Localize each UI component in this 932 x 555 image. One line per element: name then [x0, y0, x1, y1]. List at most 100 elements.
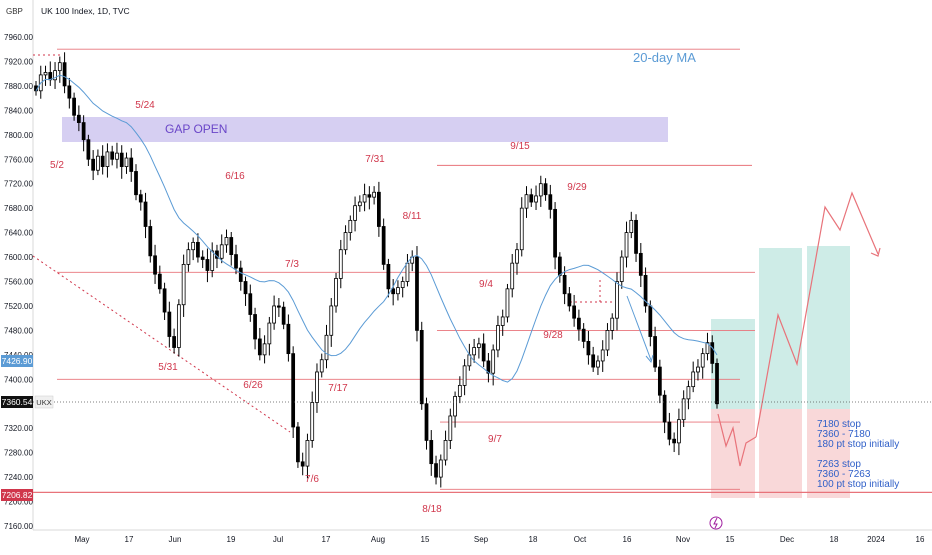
- candle-body[interactable]: [653, 336, 657, 368]
- candle-body[interactable]: [634, 219, 638, 254]
- candle-body[interactable]: [153, 255, 157, 275]
- candle-body[interactable]: [496, 325, 500, 351]
- candle-body[interactable]: [286, 323, 291, 355]
- candle-body[interactable]: [686, 386, 691, 400]
- candle-body[interactable]: [396, 287, 400, 295]
- candle-body[interactable]: [557, 256, 562, 276]
- candle-body[interactable]: [76, 114, 81, 123]
- candle-body[interactable]: [338, 249, 343, 279]
- candle-body[interactable]: [191, 241, 196, 251]
- candle-body[interactable]: [257, 338, 262, 356]
- candle-body[interactable]: [548, 194, 553, 210]
- candle-body[interactable]: [300, 461, 305, 467]
- candle-body[interactable]: [386, 263, 391, 290]
- candle-body[interactable]: [296, 426, 300, 463]
- candle-body[interactable]: [229, 237, 234, 256]
- currency-box[interactable]: [5, 5, 21, 17]
- candle-body[interactable]: [67, 85, 72, 99]
- candle-body[interactable]: [477, 343, 481, 348]
- candle-body[interactable]: [424, 403, 429, 441]
- candle-body[interactable]: [491, 349, 496, 374]
- candle-body[interactable]: [62, 62, 67, 87]
- candle-body[interactable]: [167, 311, 172, 337]
- candle-body[interactable]: [710, 342, 715, 364]
- candle-body[interactable]: [624, 232, 629, 258]
- candle-body[interactable]: [72, 97, 76, 116]
- candle-body[interactable]: [176, 304, 181, 348]
- candle-body[interactable]: [329, 305, 334, 336]
- candle-body[interactable]: [157, 273, 162, 290]
- candle-body[interactable]: [591, 354, 596, 368]
- candle-body[interactable]: [700, 353, 705, 368]
- candle-body[interactable]: [510, 262, 515, 290]
- candle-body[interactable]: [457, 385, 462, 397]
- candle-body[interactable]: [600, 349, 605, 362]
- candle-body[interactable]: [453, 396, 457, 417]
- candle-body[interactable]: [272, 305, 276, 324]
- candle-body[interactable]: [543, 183, 548, 196]
- candle-body[interactable]: [529, 194, 534, 203]
- candle-body[interactable]: [562, 274, 567, 295]
- candle-body[interactable]: [553, 208, 557, 258]
- candle-body[interactable]: [648, 305, 653, 337]
- candle-body[interactable]: [162, 288, 167, 313]
- candle-body[interactable]: [319, 359, 324, 373]
- candle-body[interactable]: [615, 281, 619, 319]
- time-axis[interactable]: May 17 Jun 19 Jul 17 Aug 15 Sep 18 Oct 16 Nov 15 Dec 18…: [74, 535, 925, 544]
- candle-body[interactable]: [291, 353, 296, 428]
- candle-body[interactable]: [667, 421, 672, 440]
- candle-body[interactable]: [253, 314, 257, 340]
- candle-body[interactable]: [281, 306, 286, 325]
- candle-body[interactable]: [481, 343, 486, 362]
- candle-body[interactable]: [310, 402, 315, 441]
- candle-body[interactable]: [429, 440, 434, 465]
- candle-body[interactable]: [696, 366, 700, 373]
- candle-body[interactable]: [438, 459, 443, 478]
- candle-body[interactable]: [219, 244, 224, 259]
- candle-body[interactable]: [419, 329, 424, 405]
- candle-body[interactable]: [657, 366, 662, 396]
- candle-body[interactable]: [205, 259, 210, 271]
- candle-body[interactable]: [538, 183, 543, 197]
- candle-body[interactable]: [391, 288, 396, 295]
- candle-body[interactable]: [186, 249, 191, 265]
- candle-body[interactable]: [181, 263, 186, 306]
- candle-body[interactable]: [372, 191, 376, 198]
- candle-body[interactable]: [577, 317, 581, 330]
- candle-body[interactable]: [353, 205, 357, 221]
- candle-body[interactable]: [572, 305, 577, 319]
- candle-body[interactable]: [96, 155, 100, 171]
- candle-body[interactable]: [343, 232, 348, 251]
- candle-body[interactable]: [243, 281, 248, 295]
- candle-body[interactable]: [324, 334, 329, 361]
- candle-body[interactable]: [715, 363, 719, 405]
- candle-body[interactable]: [148, 226, 153, 257]
- candle-body[interactable]: [210, 250, 215, 271]
- candle-body[interactable]: [172, 336, 176, 348]
- candle-body[interactable]: [100, 155, 105, 167]
- candle-body[interactable]: [196, 241, 200, 258]
- candle-body[interactable]: [315, 371, 319, 403]
- candle-body[interactable]: [581, 328, 586, 342]
- candle-body[interactable]: [443, 440, 448, 461]
- candle-body[interactable]: [705, 342, 710, 355]
- candle-body[interactable]: [405, 262, 410, 282]
- candle-body[interactable]: [57, 62, 62, 72]
- candle-body[interactable]: [143, 201, 148, 227]
- candle-body[interactable]: [415, 256, 419, 331]
- candle-body[interactable]: [334, 278, 338, 307]
- candle-body[interactable]: [238, 267, 243, 282]
- candle-body[interactable]: [362, 194, 367, 203]
- candle-body[interactable]: [662, 394, 667, 423]
- candle-body[interactable]: [524, 194, 529, 209]
- candle-body[interactable]: [91, 158, 96, 171]
- candle-body[interactable]: [472, 347, 477, 356]
- candle-body[interactable]: [486, 360, 491, 374]
- candle-body[interactable]: [234, 254, 238, 269]
- candle-body[interactable]: [629, 219, 634, 233]
- candle-body[interactable]: [505, 288, 510, 318]
- candle-body[interactable]: [348, 219, 353, 233]
- candle-body[interactable]: [610, 317, 615, 331]
- candle-body[interactable]: [515, 249, 519, 264]
- candle-body[interactable]: [638, 252, 643, 276]
